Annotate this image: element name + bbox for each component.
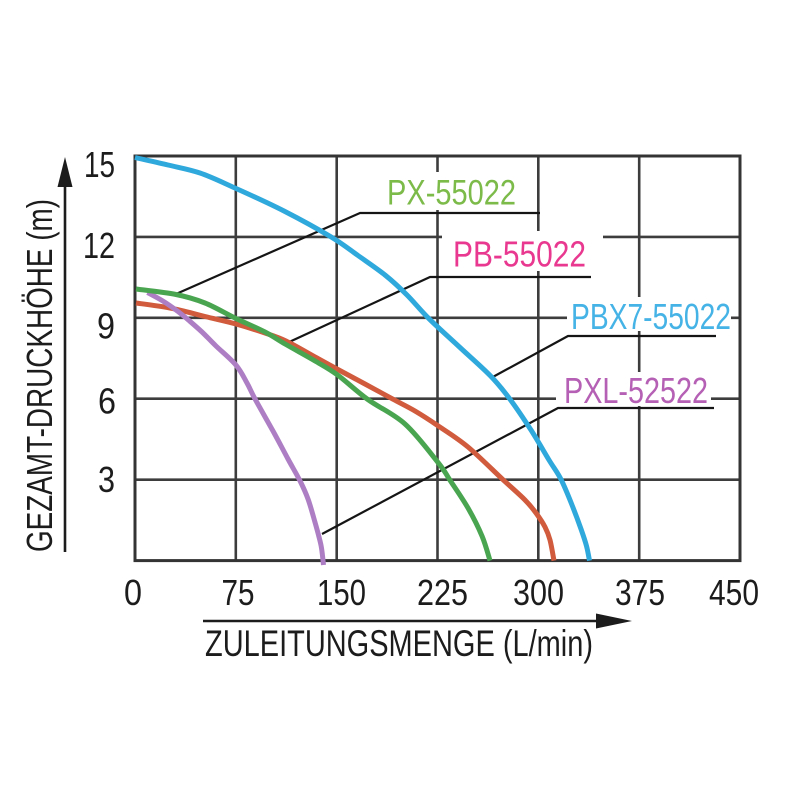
- svg-text:9: 9: [97, 306, 115, 347]
- svg-text:PXL-52522: PXL-52522: [564, 370, 708, 411]
- svg-text:15: 15: [84, 144, 115, 185]
- svg-text:450: 450: [709, 572, 759, 613]
- svg-text:225: 225: [417, 572, 468, 613]
- svg-text:ZULEITUNGSMENGE (L/min): ZULEITUNGSMENGE (L/min): [205, 623, 593, 664]
- svg-text:PB-55022: PB-55022: [453, 234, 586, 275]
- svg-text:6: 6: [98, 381, 116, 422]
- svg-text:PBX7-55022: PBX7-55022: [571, 296, 731, 337]
- svg-text:0: 0: [124, 572, 142, 613]
- svg-text:375: 375: [615, 572, 665, 613]
- svg-text:150: 150: [317, 572, 366, 613]
- svg-text:3: 3: [98, 459, 115, 500]
- svg-text:PX-55022: PX-55022: [387, 174, 516, 213]
- svg-text:GEZAMT-DRUCKHÖHE (m): GEZAMT-DRUCKHÖHE (m): [19, 199, 60, 552]
- svg-text:12: 12: [83, 225, 115, 266]
- svg-text:300: 300: [513, 572, 564, 613]
- svg-text:75: 75: [222, 572, 255, 613]
